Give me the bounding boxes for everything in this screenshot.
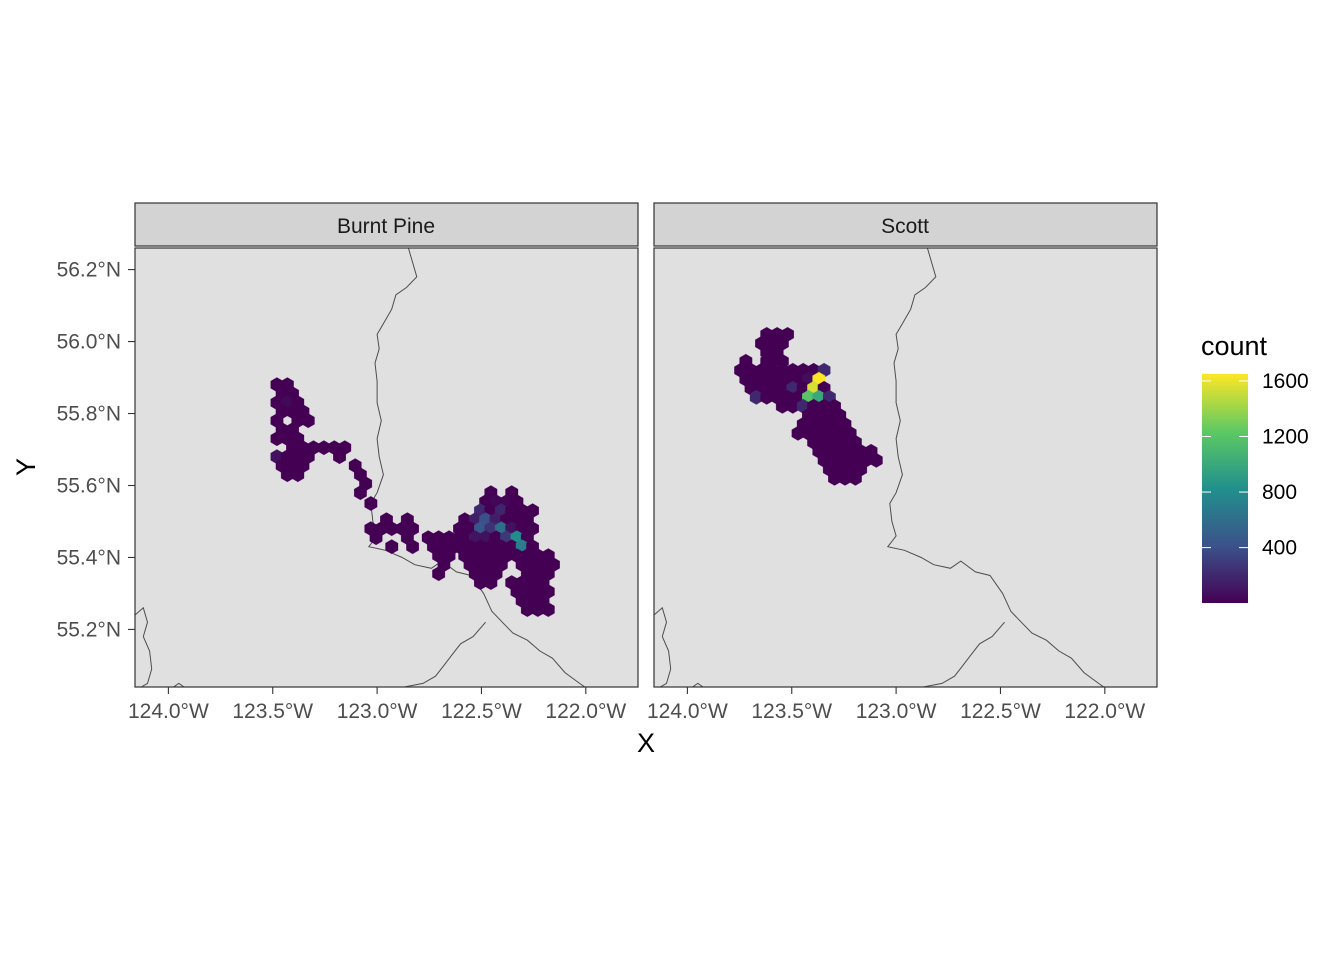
hex-cell xyxy=(354,485,367,501)
y-tick-label: 55.6°N xyxy=(57,474,121,497)
boundary-line xyxy=(919,621,1005,687)
boundary-line xyxy=(691,682,704,687)
hex-cell xyxy=(849,470,862,486)
y-axis-title: Y xyxy=(11,458,41,476)
x-axis-title: X xyxy=(637,728,655,758)
hex-cell xyxy=(333,449,346,465)
x-tick-label: 122.0°W xyxy=(1064,700,1145,723)
panel-border xyxy=(134,247,639,688)
x-tick-label: 123.5°W xyxy=(232,700,313,723)
hex-cell xyxy=(301,413,315,429)
facet-panel-scott: Scott xyxy=(653,202,1158,688)
legend-tick-label: 1600 xyxy=(1262,370,1309,393)
legend: count 400 800 1200 1600 xyxy=(1201,331,1309,603)
boundary-line xyxy=(172,682,185,687)
strip-background xyxy=(134,202,639,247)
x-tick-label: 123.0°W xyxy=(856,700,937,723)
facet-panel-burnt-pine: Burnt Pine xyxy=(134,202,639,688)
x-axis-burnt-pine: 124.0°W 123.5°W 123.0°W 122.5°W 122.0°W xyxy=(128,687,626,723)
panel-background xyxy=(135,248,638,687)
y-tick-label: 55.8°N xyxy=(57,403,121,426)
boundary-line xyxy=(886,248,1105,687)
x-tick-label: 124.0°W xyxy=(128,700,209,723)
legend-tick-label: 1200 xyxy=(1262,425,1309,448)
boundary-line xyxy=(400,621,486,687)
x-tick-label: 122.0°W xyxy=(545,700,626,723)
boundary-lines xyxy=(654,248,1105,687)
hex-layer xyxy=(270,377,560,617)
hex-cell xyxy=(385,539,399,555)
hex-cell xyxy=(432,566,446,582)
y-axis: 55.2°N 55.4°N 55.6°N 55.8°N 56.0°N 56.2°N xyxy=(57,259,135,641)
legend-ticks: 400 800 1200 1600 xyxy=(1202,370,1309,560)
panel-border xyxy=(653,247,1158,688)
strip-background xyxy=(653,202,1158,247)
x-tick-label: 122.5°W xyxy=(441,700,522,723)
x-tick-label: 123.0°W xyxy=(337,700,418,723)
y-tick-label: 55.2°N xyxy=(57,618,121,641)
hex-cell xyxy=(484,575,498,590)
panel-background xyxy=(654,248,1157,687)
y-tick-label: 56.2°N xyxy=(57,259,121,282)
y-tick-label: 56.0°N xyxy=(57,331,121,354)
y-tick-label: 55.4°N xyxy=(57,546,121,569)
legend-colorbar xyxy=(1202,374,1248,603)
legend-tick-label: 800 xyxy=(1262,481,1297,504)
legend-tick-label: 400 xyxy=(1262,537,1297,560)
hex-cell xyxy=(869,452,883,468)
legend-title: count xyxy=(1201,331,1268,361)
boundary-line xyxy=(654,606,672,687)
strip-label: Burnt Pine xyxy=(337,215,435,238)
hex-cell xyxy=(364,496,378,511)
strip-label: Scott xyxy=(881,215,929,238)
boundary-line xyxy=(135,606,153,687)
hex-layer xyxy=(734,327,883,486)
hex-cell xyxy=(369,530,383,546)
hex-cell xyxy=(541,602,555,617)
hex-cell xyxy=(406,539,419,555)
x-tick-label: 124.0°W xyxy=(647,700,728,723)
x-tick-label: 123.5°W xyxy=(751,700,832,723)
hex-cell xyxy=(291,467,305,483)
x-axis-scott: 124.0°W 123.5°W 123.0°W 122.5°W 122.0°W xyxy=(647,687,1145,723)
x-tick-label: 122.5°W xyxy=(960,700,1041,723)
boundary-line xyxy=(367,248,586,687)
boundary-lines xyxy=(135,248,586,687)
